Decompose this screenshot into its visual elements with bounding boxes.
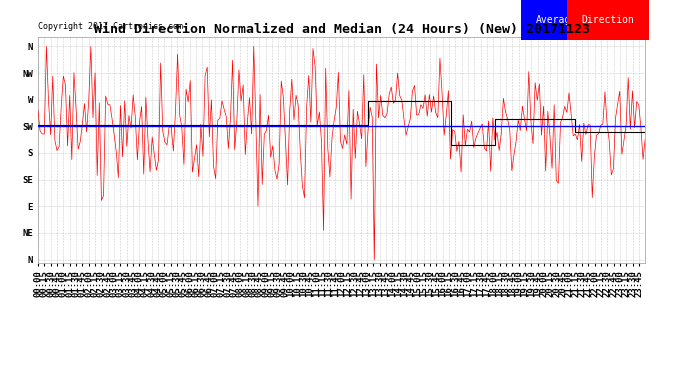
Text: Copyright 2017 Cartronics.com: Copyright 2017 Cartronics.com	[38, 22, 183, 31]
Text: Direction: Direction	[582, 15, 634, 25]
Text: Average: Average	[536, 15, 577, 25]
Title: Wind Direction Normalized and Median (24 Hours) (New) 20171123: Wind Direction Normalized and Median (24…	[94, 23, 589, 36]
